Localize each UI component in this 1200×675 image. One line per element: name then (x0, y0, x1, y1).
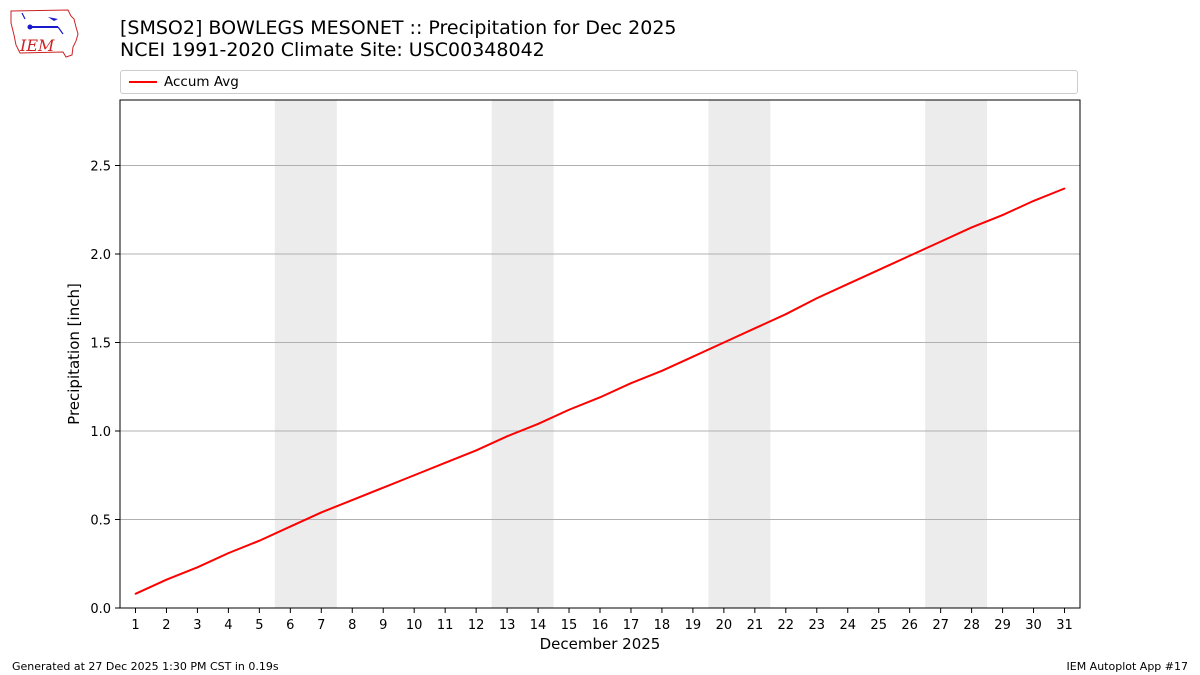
x-tick-label: 4 (224, 618, 232, 633)
x-tick-label: 20 (716, 618, 733, 633)
data-point (475, 449, 478, 452)
x-tick-label: 10 (406, 618, 423, 633)
data-point (165, 578, 168, 581)
x-tick-label: 5 (255, 618, 263, 633)
data-point (444, 461, 447, 464)
x-tick-label: 14 (530, 618, 547, 633)
weekend-band-1 (274, 100, 337, 608)
data-point (537, 423, 539, 425)
data-point (568, 408, 570, 411)
data-point (939, 240, 942, 243)
data-point (815, 297, 818, 300)
x-tick-label: 23 (809, 618, 826, 633)
data-point (908, 254, 911, 257)
data-point (722, 341, 725, 344)
data-point (382, 486, 385, 489)
footer-app-id: IEM Autoplot App #17 (1066, 660, 1189, 673)
y-tick-label: 0.5 (90, 513, 111, 528)
x-tick-label: 18 (654, 618, 671, 633)
data-point (877, 269, 880, 271)
x-tick-label: 12 (468, 618, 485, 633)
x-tick-label: 25 (870, 618, 887, 633)
weekend-band-4 (925, 100, 988, 608)
data-point (351, 499, 354, 501)
weekend-band-3 (708, 100, 771, 608)
footer-generated: Generated at 27 Dec 2025 1:30 PM CST in … (12, 660, 279, 673)
data-point (258, 539, 261, 542)
data-point (413, 474, 416, 477)
y-tick-label: 1.5 (90, 336, 111, 351)
legend-line-swatch (129, 81, 157, 83)
x-tick-label: 8 (348, 618, 356, 633)
x-tick-label: 26 (901, 618, 918, 633)
x-tick-label: 3 (193, 618, 201, 633)
legend: Accum Avg (120, 70, 1078, 94)
iem-logo: IEM (10, 9, 79, 58)
x-tick-label: 9 (379, 618, 387, 633)
chart-title: [SMSO2] BOWLEGS MESONET :: Precipitation… (120, 17, 677, 39)
chart-subtitle: NCEI 1991-2020 Climate Site: USC00348042 (120, 39, 545, 61)
x-tick-label: 21 (747, 618, 764, 633)
weekend-band-2 (491, 100, 554, 608)
legend-label-accum-avg: Accum Avg (164, 74, 239, 90)
x-tick-label: 13 (499, 618, 516, 633)
x-tick-label: 22 (778, 618, 795, 633)
data-point (1001, 214, 1004, 216)
data-point (753, 327, 756, 330)
x-tick-label: 24 (839, 618, 856, 633)
data-point (1063, 187, 1066, 190)
data-point (661, 369, 663, 372)
x-tick-label: 2 (162, 618, 170, 633)
y-tick-label: 1.0 (90, 425, 111, 440)
x-tick-label: 29 (994, 618, 1011, 633)
x-tick-label: 16 (592, 618, 609, 633)
data-point (506, 435, 508, 438)
y-tick-label: 2.5 (90, 159, 111, 174)
x-tick-label: 19 (685, 618, 702, 633)
x-tick-label: 11 (437, 618, 454, 633)
data-point (599, 396, 601, 399)
logo-text: IEM (19, 36, 55, 55)
data-point (320, 511, 323, 514)
x-tick-label: 27 (932, 618, 949, 633)
data-point (289, 525, 292, 528)
y-tick-label: 0.0 (90, 602, 111, 617)
data-point (970, 226, 973, 229)
x-tick-label: 6 (286, 618, 294, 633)
data-point (630, 382, 632, 385)
data-point (196, 566, 199, 569)
data-point (227, 552, 230, 555)
x-tick-label: 17 (623, 618, 640, 633)
y-tick-label: 2.0 (90, 248, 111, 263)
y-axis-label: Precipitation [inch] (65, 283, 83, 425)
x-tick-label: 30 (1025, 618, 1042, 633)
data-point (1032, 199, 1035, 202)
x-tick-label: 7 (317, 618, 325, 633)
data-point (784, 313, 787, 316)
x-tick-label: 28 (963, 618, 980, 633)
data-point (692, 355, 694, 358)
data-point (134, 592, 137, 595)
data-point (846, 283, 849, 285)
x-tick-label: 31 (1056, 618, 1073, 633)
x-tick-label: 15 (561, 618, 578, 633)
x-axis-label: December 2025 (540, 635, 661, 653)
x-tick-label: 1 (131, 618, 139, 633)
